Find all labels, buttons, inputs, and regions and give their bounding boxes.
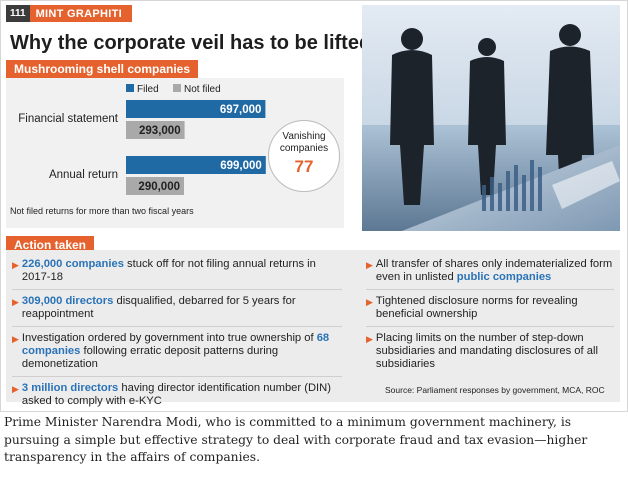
category-label-1: Annual return	[49, 169, 118, 181]
actions-section-header: Action taken	[6, 236, 95, 254]
legend-swatch-1	[173, 84, 181, 92]
bullet-arrow-icon: ▶	[12, 260, 19, 270]
bullet-arrow-icon: ▶	[12, 297, 19, 307]
action-left-item-text: 3 million directors having director iden…	[21, 382, 331, 407]
headline: Why the corporate veil has to be lifted	[10, 32, 372, 54]
business-people-photo	[362, 5, 620, 231]
bullet-arrow-icon: ▶	[366, 260, 373, 270]
vanishing-label-2: companies	[279, 143, 329, 154]
action-left-item-text: 226,000 companies stuck off for not fili…	[21, 258, 316, 283]
bullet-arrow-icon: ▶	[12, 334, 19, 344]
action-left-divider	[12, 326, 342, 327]
action-right-item-text: Placing limits on the number of step-dow…	[375, 332, 598, 370]
action-left-item: ▶ Investigation ordered by government int…	[12, 332, 342, 371]
legend-swatch-0	[126, 84, 134, 92]
action-right-item-text: Tightened disclosure norms for revealing…	[375, 295, 578, 320]
bar-label-1-0: 699,000	[220, 160, 262, 172]
vanishing-label-1: Vanishing	[282, 131, 326, 142]
action-right-item: ▶ Tightened disclosure norms for revealin…	[366, 295, 614, 321]
bullet-arrow-icon: ▶	[366, 297, 373, 307]
action-right-divider	[366, 326, 614, 327]
action-left-highlight: 226,000 companies	[21, 258, 124, 270]
action-right-highlight: public companies	[456, 271, 552, 283]
chart-panel: Filed Not filed Financial statement 697,000…	[6, 78, 344, 228]
action-right-item: ▶ All transfer of shares only indemateria…	[366, 258, 614, 284]
action-left-item-text: 309,000 directors disqualified, debarred…	[21, 295, 296, 320]
action-left-item: ▶ 309,000 directors disqualified, debarre…	[12, 295, 342, 321]
action-left-highlight: 309,000 directors	[21, 295, 114, 307]
action-left-item-text: Investigation ordered by government into…	[21, 332, 330, 370]
legend-label-1: Not filed	[184, 84, 221, 95]
action-right-item-text: All transfer of shares only indematerial…	[375, 258, 613, 283]
bar-label-1-1: 290,000	[138, 181, 180, 193]
bar-0-1	[126, 121, 185, 139]
source-note: Source: Parliament responses by governme…	[385, 385, 605, 395]
action-right-divider	[366, 289, 614, 290]
legend-label-0: Filed	[137, 84, 159, 95]
vanishing-value: 77	[294, 157, 314, 176]
bar-label-0-0: 697,000	[220, 104, 262, 116]
action-right-item: ▶ Placing limits on the number of step-do…	[366, 332, 614, 371]
action-left-highlight: 3 million directors	[21, 382, 119, 394]
category-label-0: Financial statement	[18, 113, 119, 125]
action-left-divider	[12, 376, 342, 377]
brand-label: MINT GRAPHITI	[35, 7, 122, 20]
bar-1-1	[126, 177, 184, 195]
bullet-arrow-icon: ▶	[12, 384, 19, 394]
bar-1-0	[126, 156, 266, 174]
action-left-divider	[12, 289, 342, 290]
actions-left-column: ▶ 226,000 companies stuck off for not fil…	[12, 258, 342, 413]
photo-caption: Prime Minister Narendra Modi, who is com…	[4, 415, 588, 464]
chart-section-header: Mushrooming shell companies	[6, 60, 199, 78]
vanishing-companies-badge: Vanishing companies 77	[268, 120, 340, 192]
brand-number: 111	[6, 5, 30, 22]
actions-right-column: ▶ All transfer of shares only indemateria…	[366, 258, 614, 376]
bar-0-0	[126, 100, 266, 118]
chart-footnote: Not filed returns for more than two fisc…	[10, 206, 194, 216]
bar-label-0-1: 293,000	[139, 125, 181, 137]
bullet-arrow-icon: ▶	[366, 334, 373, 344]
shell-companies-chart: Filed Not filed Financial statement 697,000…	[18, 84, 266, 195]
action-left-item: ▶ 226,000 companies stuck off for not fil…	[12, 258, 342, 284]
brand-tag: 111 MINT GRAPHITI	[6, 5, 132, 22]
action-left-item: ▶ 3 million directors having director ide…	[12, 382, 342, 408]
action-left-highlight: 68 companies	[21, 332, 330, 357]
